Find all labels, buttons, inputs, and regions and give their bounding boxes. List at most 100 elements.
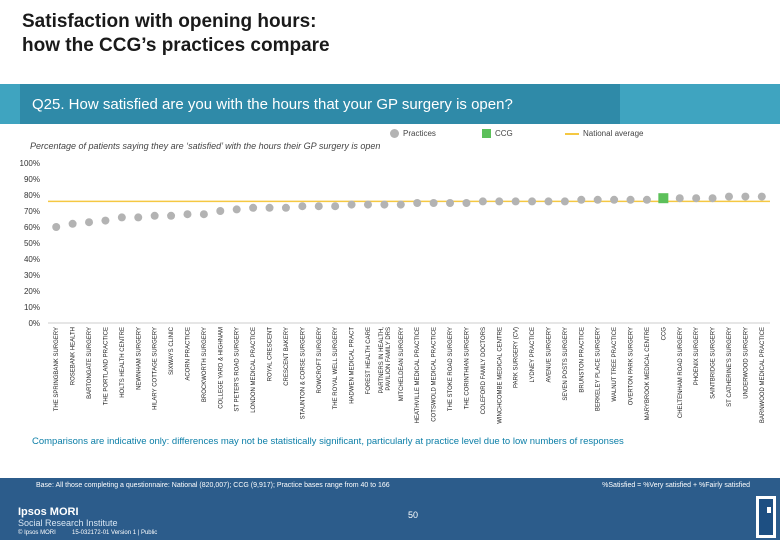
question-bar bbox=[0, 84, 780, 124]
x-tick-label: BROCKWORTH SURGERY bbox=[202, 327, 208, 402]
x-tick-label: LONDON MEDICAL PRACTICE bbox=[251, 327, 257, 413]
practice-point bbox=[216, 207, 225, 215]
practice-point bbox=[429, 199, 438, 207]
x-tick-label: ST CATHERINE'S SURGERY bbox=[727, 327, 733, 407]
x-tick-label: HILARY COTTAGE SURGERY bbox=[153, 327, 159, 410]
footer-bar bbox=[0, 478, 780, 540]
practice-point bbox=[396, 200, 405, 209]
x-tick-label: PHOENIX SURGERY bbox=[694, 327, 700, 385]
brand-subtitle: Social Research Institute bbox=[18, 518, 118, 528]
x-tick-label: ROWCROFT SURGERY bbox=[317, 327, 323, 393]
legend-national-label: National average bbox=[583, 129, 644, 138]
ipsos-logo bbox=[756, 496, 776, 538]
x-tick-label: NEWNHAM SURGERY bbox=[136, 327, 142, 390]
practice-point bbox=[560, 197, 569, 206]
practice-point bbox=[413, 199, 422, 207]
practice-point bbox=[298, 202, 307, 211]
x-tick-label: ST PETER'S ROAD SURGERY bbox=[235, 327, 241, 412]
page-title: Satisfaction with opening hours: how the… bbox=[22, 10, 330, 58]
practice-point bbox=[52, 223, 61, 231]
x-tick-label: CRESCENT BAKERY bbox=[284, 327, 290, 386]
practice-point bbox=[446, 199, 455, 207]
practice-point bbox=[610, 195, 619, 204]
practice-point bbox=[380, 200, 389, 209]
y-tick-label: 70% bbox=[24, 207, 40, 216]
ipsos-logo-inner bbox=[759, 499, 773, 535]
x-tick-label: THE PORTLAND PRACTICE bbox=[103, 327, 109, 405]
satisfied-definition: %Satisfied = %Very satisfied + %Fairly s… bbox=[602, 482, 750, 489]
practice-point bbox=[478, 197, 487, 206]
x-tick-label: LYDNEY PRACTICE bbox=[530, 327, 536, 382]
practice-point bbox=[626, 195, 635, 204]
x-tick-label: HOLTS HEALTH CENTRE bbox=[120, 327, 126, 398]
practice-point bbox=[232, 205, 241, 214]
x-tick-label: BRUNSTON PRACTICE bbox=[579, 327, 585, 393]
y-tick-label: 60% bbox=[24, 223, 40, 232]
ipsos-logo-dot bbox=[767, 507, 771, 513]
y-tick-label: 30% bbox=[24, 271, 40, 280]
x-tick-label: COLLEGE YARD & HIGHNAM bbox=[218, 327, 224, 409]
x-tick-label: ACORN PRACTICE bbox=[185, 327, 191, 381]
practice-point bbox=[199, 210, 208, 219]
y-tick-label: 20% bbox=[24, 287, 40, 296]
practice-point bbox=[249, 203, 258, 212]
x-tick-label: STAUNTON & CORSE SURGERY bbox=[300, 327, 306, 419]
header: Satisfaction with opening hours: how the… bbox=[0, 0, 780, 72]
x-tick-label: SIXWAYS CLINIC bbox=[169, 326, 175, 375]
y-tick-label: 100% bbox=[20, 159, 40, 168]
practice-point bbox=[347, 200, 356, 209]
question-text: Q25. How satisfied are you with the hour… bbox=[32, 96, 513, 113]
practice-point bbox=[593, 195, 602, 204]
y-tick-label: 50% bbox=[24, 239, 40, 248]
x-tick-label: MARYBROOK MEDICAL CENTRE bbox=[645, 327, 651, 420]
y-tick-label: 80% bbox=[24, 191, 40, 200]
x-tick-label: AVENUE SURGERY bbox=[546, 327, 552, 382]
practice-point bbox=[544, 197, 553, 206]
practice-point bbox=[85, 218, 94, 227]
practice-point bbox=[265, 203, 274, 212]
x-tick-label: BARNWOOD MEDICAL PRACTICE bbox=[760, 327, 766, 423]
practice-point bbox=[134, 213, 143, 222]
y-tick-label: 90% bbox=[24, 175, 40, 184]
x-tick-label: HEATHVILLE MEDICAL PRACTICE bbox=[415, 327, 421, 423]
legend-practices-marker bbox=[390, 129, 399, 139]
x-tick-label: HADWEN MEDICAL PRACT bbox=[350, 327, 356, 404]
question-bar-accent bbox=[20, 84, 620, 124]
practice-point bbox=[183, 210, 192, 219]
x-tick-label: OVERTON PARK SURGERY bbox=[629, 327, 635, 405]
practice-point bbox=[708, 194, 717, 203]
x-tick-label: ROSEBANK HEALTH bbox=[71, 327, 77, 385]
disclaimer-note: Comparisons are indicative only: differe… bbox=[32, 436, 624, 447]
practice-point bbox=[577, 195, 586, 204]
x-tick-label: ROYAL CRESCENT bbox=[268, 327, 274, 382]
x-tick-label: FOREST HEALTH CARE bbox=[366, 327, 372, 394]
practice-point bbox=[101, 216, 110, 225]
copyright: © Ipsos MORI bbox=[18, 530, 56, 536]
legend-ccg-marker bbox=[482, 129, 491, 139]
legend-practices: Practices bbox=[390, 129, 436, 139]
satisfaction-chart: 0% 10% 20% 30% 40% 50% 60% 70% 80% 90% 100% THE SPR… bbox=[20, 159, 770, 424]
x-tick-label: THE ROYAL WELL SURGERY bbox=[333, 327, 339, 409]
x-tick-label: COTSWOLD MEDICAL PRACTICE bbox=[432, 327, 438, 422]
practice-point bbox=[528, 197, 537, 206]
base-text: Base: All those completing a questionnai… bbox=[36, 482, 390, 489]
brand-name: Ipsos MORI bbox=[18, 506, 79, 518]
title-line-2: how the CCG’s practices compare bbox=[22, 35, 330, 56]
x-tick-label: WINCHCOMBE MEDICAL CENTRE bbox=[497, 327, 503, 424]
x-tick-label: PARK SURGERY (CV) bbox=[514, 327, 520, 388]
x-tick-label: UNDERWOOD SURGERY bbox=[743, 327, 749, 399]
practice-point bbox=[724, 192, 733, 201]
x-tick-label: SAINTBRIDGE SURGERY bbox=[711, 327, 717, 399]
practice-point bbox=[117, 213, 126, 222]
chart-subtitle: Percentage of patients saying they are ‘… bbox=[30, 141, 381, 151]
x-tick-label: PARTNERS IN HEALTH, bbox=[379, 327, 385, 394]
practice-point bbox=[757, 192, 766, 201]
x-tick-label: CCG bbox=[661, 327, 667, 341]
x-tick-label: BERKELEY PLACE SURGERY bbox=[596, 327, 602, 411]
x-tick-label: COLEFORD FAMILY DOCTORS bbox=[481, 327, 487, 414]
practice-point bbox=[675, 194, 684, 203]
practice-point bbox=[692, 194, 701, 203]
legend-practices-label: Practices bbox=[403, 129, 436, 138]
practice-point bbox=[281, 203, 290, 212]
legend-national-marker bbox=[565, 132, 579, 135]
